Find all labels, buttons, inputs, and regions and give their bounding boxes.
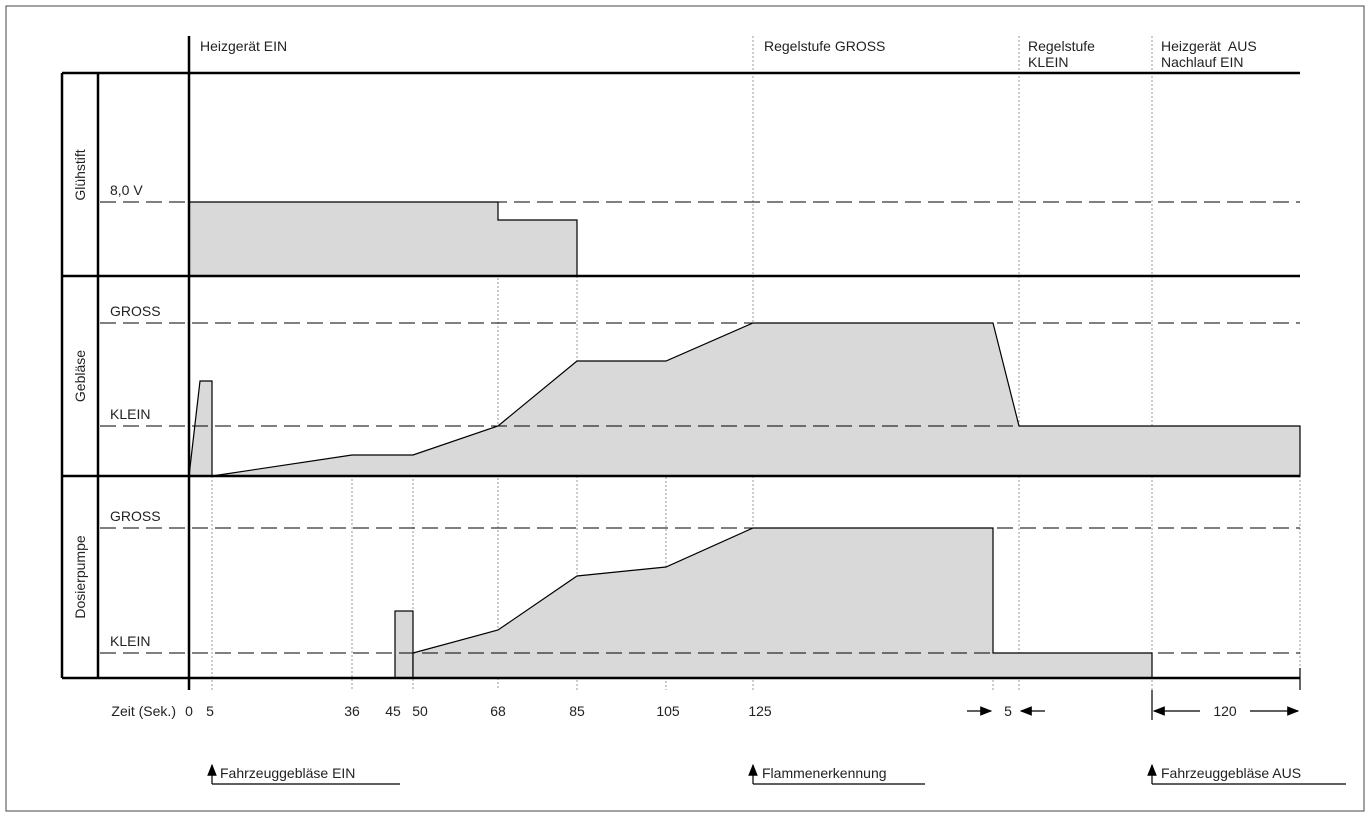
time-tick-label: 0 — [185, 703, 193, 719]
duration-label: 5 — [1004, 703, 1012, 719]
axis-label: Zeit (Sek.) — [111, 703, 176, 719]
time-tick-label: 36 — [344, 703, 360, 719]
time-tick-label: 50 — [412, 703, 428, 719]
annotation: Fahrzeuggebläse AUS — [1161, 765, 1301, 781]
top-label: Nachlauf EIN — [1161, 54, 1243, 70]
row-label: Dosierpumpe — [72, 535, 88, 618]
duration-label: 120 — [1213, 703, 1237, 719]
annotation: Fahrzeuggebläse EIN — [220, 765, 355, 781]
grid-box — [60, 36, 1301, 690]
row-label: Gebläse — [72, 350, 88, 402]
row-label: Glühstift — [72, 149, 88, 200]
time-tick-label: 125 — [748, 703, 772, 719]
geblaese-spike — [188, 380, 213, 477]
geblaese-profile — [211, 322, 1301, 477]
level-lines — [100, 201, 1300, 654]
top-label: Heizgerät AUS — [1161, 38, 1257, 54]
top-label: Regelstufe — [1028, 38, 1095, 54]
time-tick-label: 45 — [385, 703, 401, 719]
top-label: Regelstufe GROSS — [764, 38, 885, 54]
annotation-arrows — [207, 763, 1346, 785]
time-tick-label: 5 — [206, 703, 214, 719]
level-label: GROSS — [110, 508, 161, 524]
frame — [5, 5, 1365, 812]
pumpe-spike — [394, 610, 414, 679]
annotation: Flammenerkennung — [762, 765, 887, 781]
top-label: KLEIN — [1028, 54, 1068, 70]
level-label: KLEIN — [110, 406, 150, 422]
time-tick-label: 85 — [569, 703, 585, 719]
time-tick-label: 68 — [490, 703, 506, 719]
top-label: Heizgerät EIN — [200, 38, 287, 54]
level-label: GROSS — [110, 303, 161, 319]
level-label: KLEIN — [110, 633, 150, 649]
pumpe-profile — [412, 527, 1153, 679]
time-tick-label: 105 — [656, 703, 680, 719]
duration-arrows — [967, 690, 1300, 720]
time-ticks: 0 5 36 45 50 68 85 105 125 — [185, 703, 772, 719]
level-label: 8,0 V — [110, 182, 143, 198]
gluehstift-profile — [188, 201, 578, 277]
